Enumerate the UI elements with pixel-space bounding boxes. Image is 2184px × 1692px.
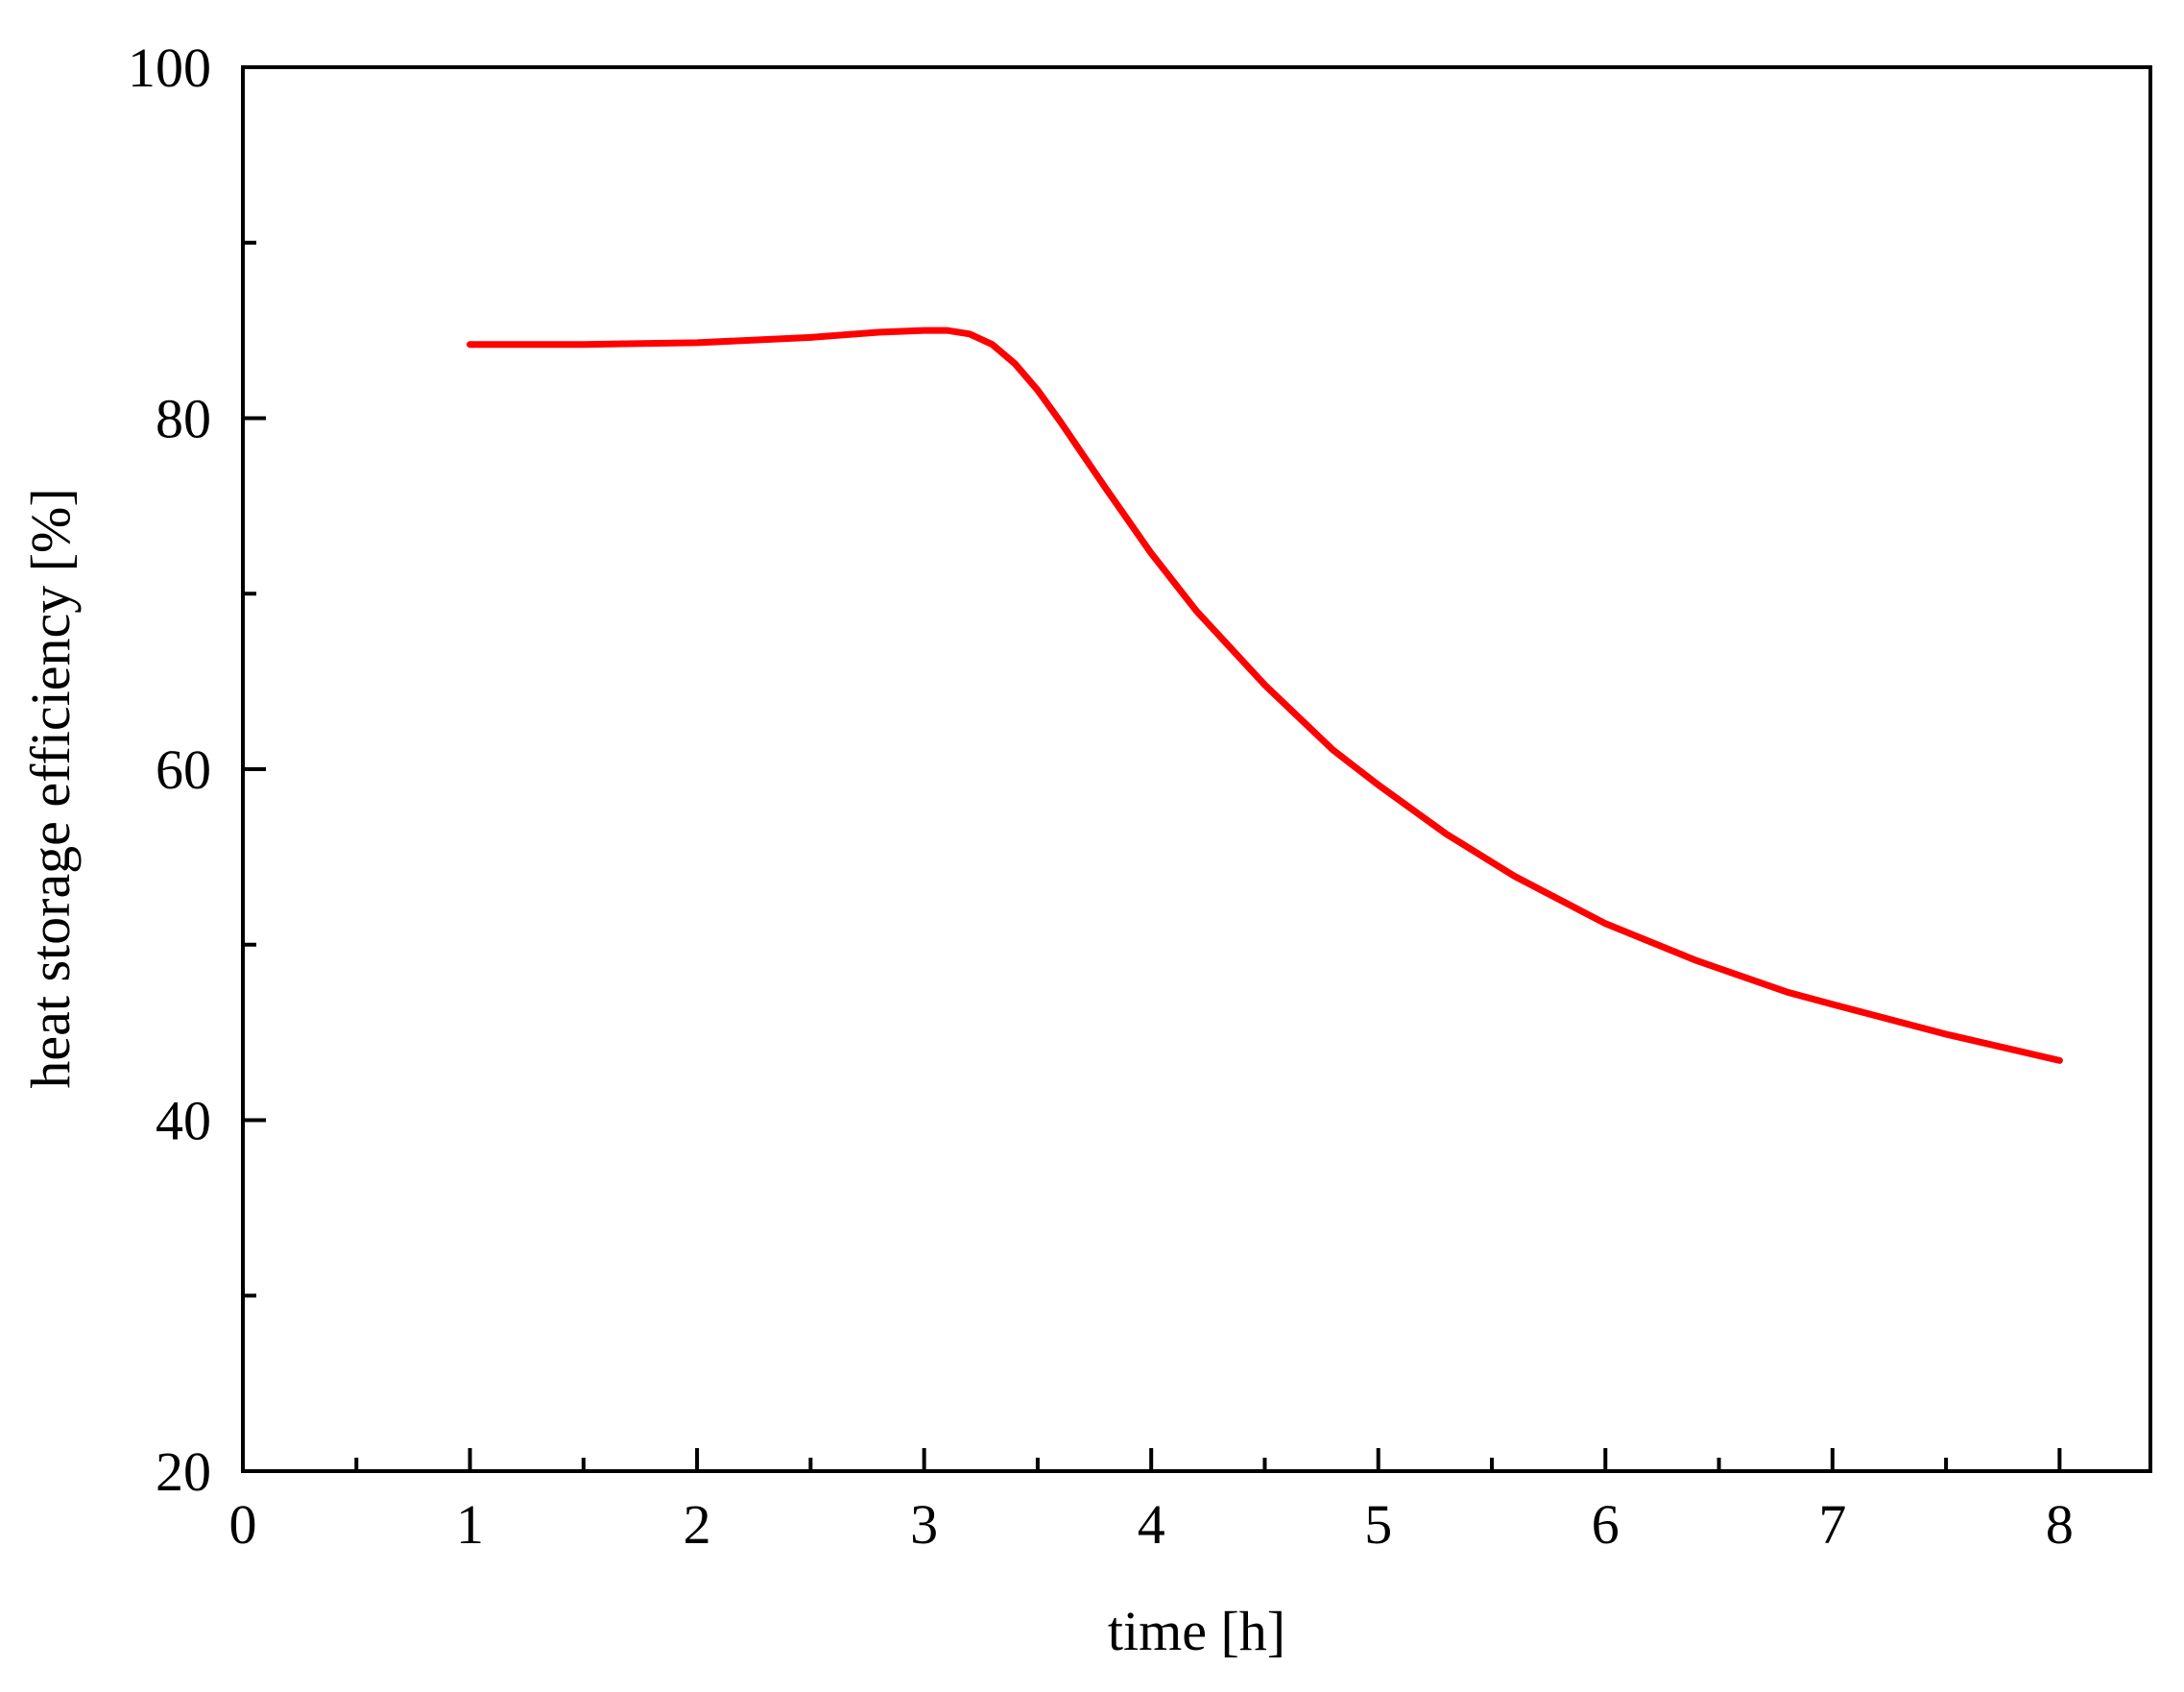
x-tick-label: 3	[910, 1493, 938, 1556]
labels-layer: 0 1 2 3 4 5 6 7 8 20 40 60 80 100	[128, 36, 2074, 1556]
series-line	[467, 326, 2063, 1064]
y-tick-label: 80	[156, 388, 211, 450]
x-tick-label: 0	[229, 1493, 257, 1556]
y-tick-label: 60	[156, 738, 211, 801]
x-tick-label: 4	[1138, 1493, 1165, 1556]
x-axis-title: time [h]	[1108, 1600, 1285, 1662]
y-tick-label: 20	[156, 1440, 211, 1503]
series-layer	[467, 326, 2063, 1064]
ticks-layer	[243, 240, 2062, 1471]
x-tick-label: 5	[1364, 1493, 1392, 1556]
x-tick-label: 1	[456, 1493, 484, 1556]
x-tick-label: 2	[684, 1493, 711, 1556]
y-tick-label: 100	[128, 36, 211, 99]
x-tick-label: 7	[1818, 1493, 1846, 1556]
x-tick-label: 8	[2046, 1493, 2074, 1556]
x-tick-label: 6	[1592, 1493, 1620, 1556]
plot-frame	[241, 65, 2152, 1473]
y-tick-label: 40	[156, 1090, 211, 1152]
y-axis-title: heat storage efficiency [%]	[19, 488, 82, 1088]
